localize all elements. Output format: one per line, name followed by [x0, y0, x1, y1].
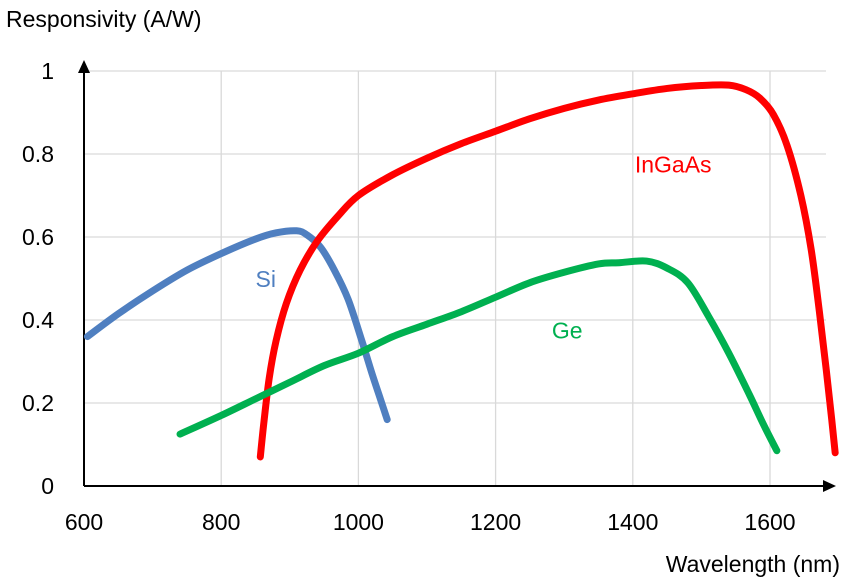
x-tick-label-1000: 1000: [333, 509, 384, 535]
series-labels: Si InGaAs Ge: [256, 152, 712, 344]
series-line-ingaas: [256, 81, 839, 461]
x-axis-title: Wavelength (nm): [666, 551, 840, 577]
y-tick-label-0.8: 0.8: [22, 141, 54, 167]
x-tick-label-600: 600: [65, 509, 103, 535]
series-lines: [83, 81, 839, 461]
x-tick-label-1200: 1200: [470, 509, 521, 535]
y-tick-label-0.4: 0.4: [22, 307, 54, 333]
gridlines: [84, 70, 826, 486]
y-axis-title: Responsivity (A/W): [6, 6, 202, 32]
series-label-ge: Ge: [552, 318, 583, 344]
x-axis-arrowhead: [823, 480, 836, 492]
y-tick-label-0: 0: [41, 473, 54, 499]
y-tick-label-0.2: 0.2: [22, 390, 54, 416]
series-label-ingaas: InGaAs: [635, 152, 712, 178]
x-tick-label-1600: 1600: [744, 509, 795, 535]
series-line-ge: [176, 257, 781, 455]
x-tick-label-1400: 1400: [607, 509, 658, 535]
tick-labels: 600 800 1000 1200 1400 1600 0 0.2 0.4 0.6 0.8 1: [22, 58, 796, 535]
y-axis-arrowhead: [78, 60, 90, 73]
y-tick-label-1: 1: [41, 58, 54, 84]
x-tick-label-800: 800: [202, 509, 240, 535]
y-tick-label-0.6: 0.6: [22, 224, 54, 250]
series-label-si: Si: [256, 266, 276, 292]
series-line-si: [83, 227, 391, 424]
axes: [78, 60, 836, 492]
